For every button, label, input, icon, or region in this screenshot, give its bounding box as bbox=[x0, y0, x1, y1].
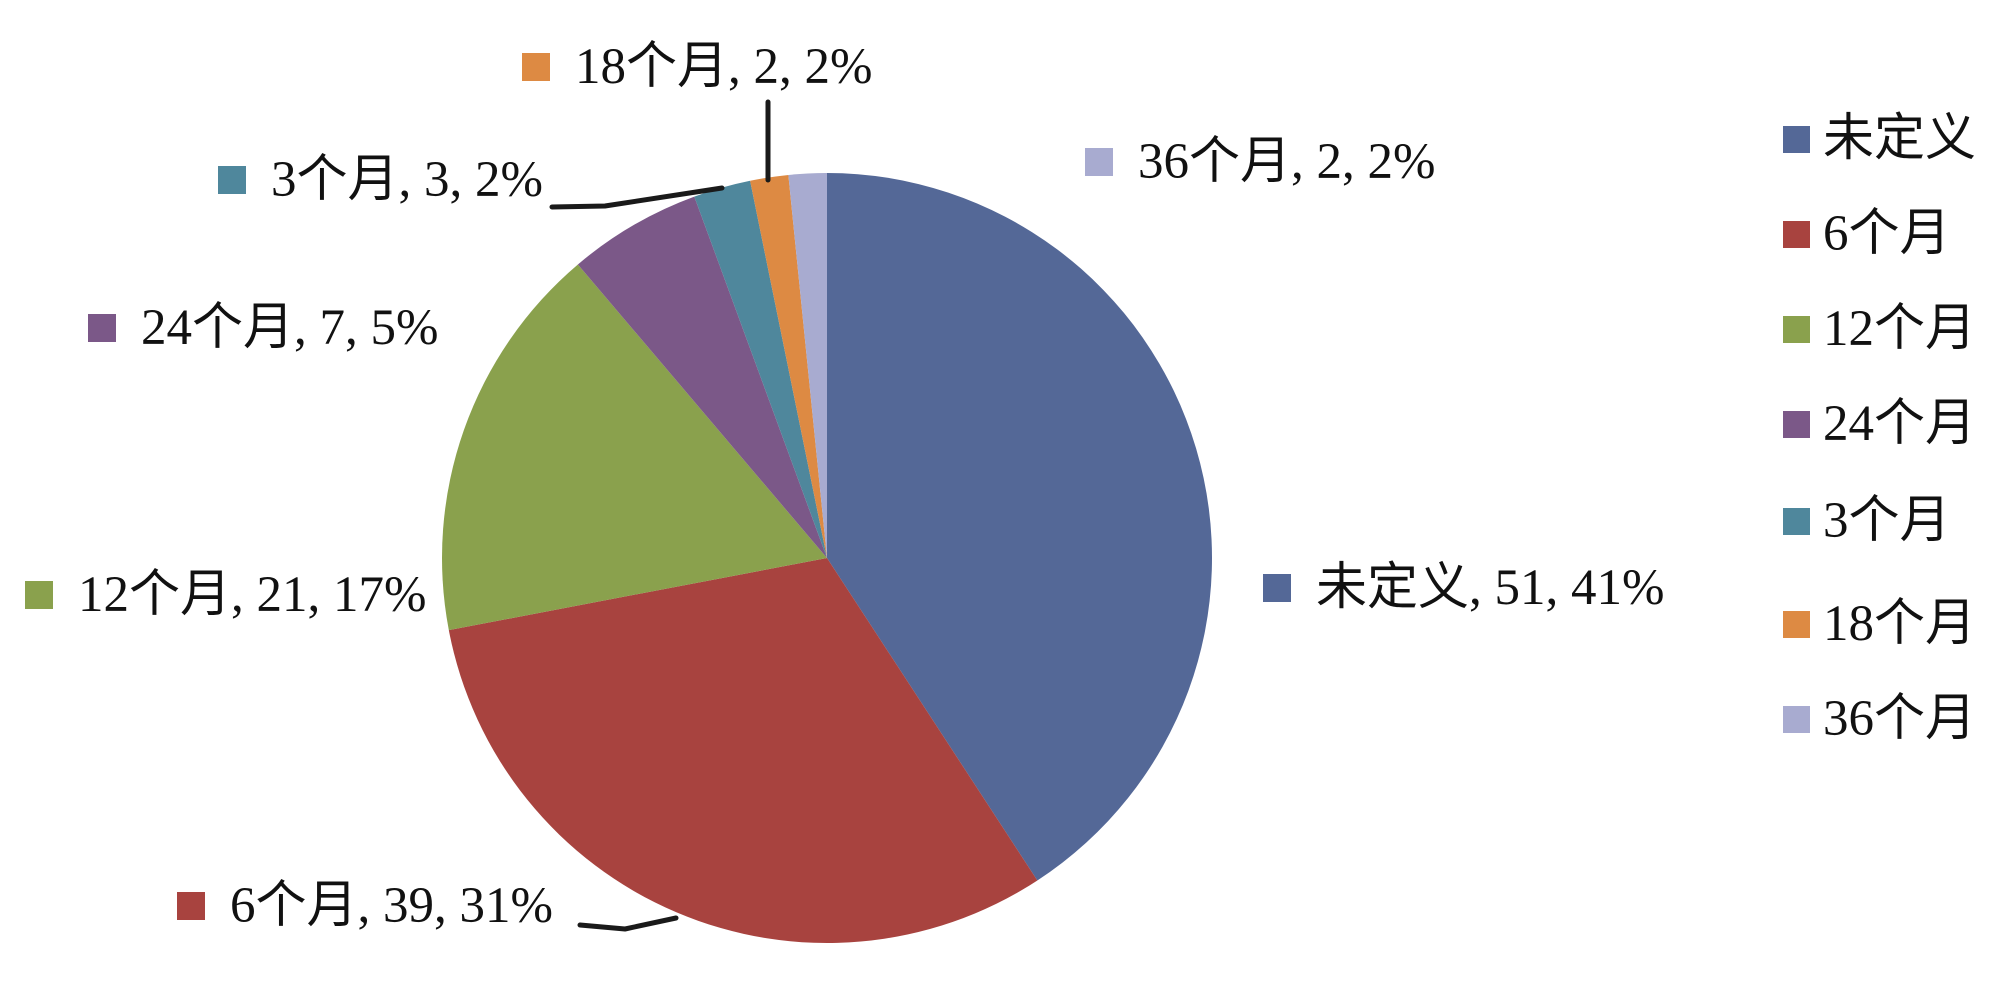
legend-swatch-36m bbox=[1783, 705, 1810, 733]
pie-slice-18个月 bbox=[750, 174, 827, 558]
legend-swatch-6m bbox=[1783, 220, 1810, 248]
legend-item-18m: 18个月 bbox=[1783, 596, 1976, 652]
pie-slice-36个月 bbox=[788, 172, 827, 558]
data-label-text: 6个月, 39, 31% bbox=[230, 877, 553, 934]
label-swatch-24m bbox=[88, 314, 116, 342]
data-label-24m: 24个月, 7, 5% bbox=[88, 298, 438, 358]
label-swatch-6m bbox=[177, 892, 205, 920]
data-label-undefined: 未定义, 51, 41% bbox=[1263, 558, 1664, 618]
legend-label: 36个月 bbox=[1823, 690, 1977, 747]
data-label-text: 12个月, 21, 17% bbox=[78, 566, 427, 623]
data-label-text: 36个月, 2, 2% bbox=[1138, 133, 1436, 190]
data-label-12m: 12个月, 21, 17% bbox=[25, 565, 426, 625]
pie-slice-6个月 bbox=[448, 558, 1038, 943]
legend-label: 未定义 bbox=[1823, 110, 1977, 167]
label-swatch-undefined bbox=[1263, 574, 1291, 602]
pie-slice-24个月 bbox=[577, 196, 827, 558]
data-label-36m: 36个月, 2, 2% bbox=[1085, 132, 1435, 192]
data-label-text: 3个月, 3, 2% bbox=[271, 151, 543, 208]
legend-swatch-12m bbox=[1783, 315, 1810, 343]
legend-swatch-3m bbox=[1783, 507, 1810, 535]
data-label-6m: 6个月, 39, 31% bbox=[177, 876, 553, 936]
legend-swatch-undefined bbox=[1783, 125, 1810, 153]
leader-line-6m bbox=[577, 915, 679, 932]
legend-label: 6个月 bbox=[1823, 205, 1951, 262]
legend-item-6m: 6个月 bbox=[1783, 206, 1951, 262]
legend-label: 18个月 bbox=[1823, 595, 1977, 652]
data-label-3m: 3个月, 3, 2% bbox=[218, 150, 543, 210]
legend-item-24m: 24个月 bbox=[1783, 396, 1976, 452]
data-label-text: 18个月, 2, 2% bbox=[575, 38, 873, 95]
pie-slice-3个月 bbox=[694, 180, 827, 558]
legend-label: 24个月 bbox=[1823, 395, 1977, 452]
legend-item-12m: 12个月 bbox=[1783, 301, 1976, 357]
legend-swatch-24m bbox=[1783, 410, 1810, 438]
label-swatch-3m bbox=[218, 166, 246, 194]
legend-item-36m: 36个月 bbox=[1783, 691, 1976, 747]
legend-item-undefined: 未定义 bbox=[1783, 111, 1976, 167]
label-swatch-18m bbox=[522, 53, 550, 81]
legend-label: 12个月 bbox=[1823, 300, 1977, 357]
label-swatch-36m bbox=[1085, 148, 1113, 176]
pie-slice-未定义 bbox=[827, 173, 1213, 881]
legend-item-3m: 3个月 bbox=[1783, 493, 1951, 549]
data-label-text: 未定义, 51, 41% bbox=[1316, 559, 1665, 616]
legend-swatch-18m bbox=[1783, 610, 1810, 638]
data-label-text: 24个月, 7, 5% bbox=[141, 299, 439, 356]
legend-label: 3个月 bbox=[1823, 492, 1951, 549]
pie-slice-12个月 bbox=[442, 264, 827, 631]
data-label-18m: 18个月, 2, 2% bbox=[522, 37, 872, 97]
label-swatch-12m bbox=[25, 581, 53, 609]
leader-line-3m bbox=[549, 185, 725, 210]
